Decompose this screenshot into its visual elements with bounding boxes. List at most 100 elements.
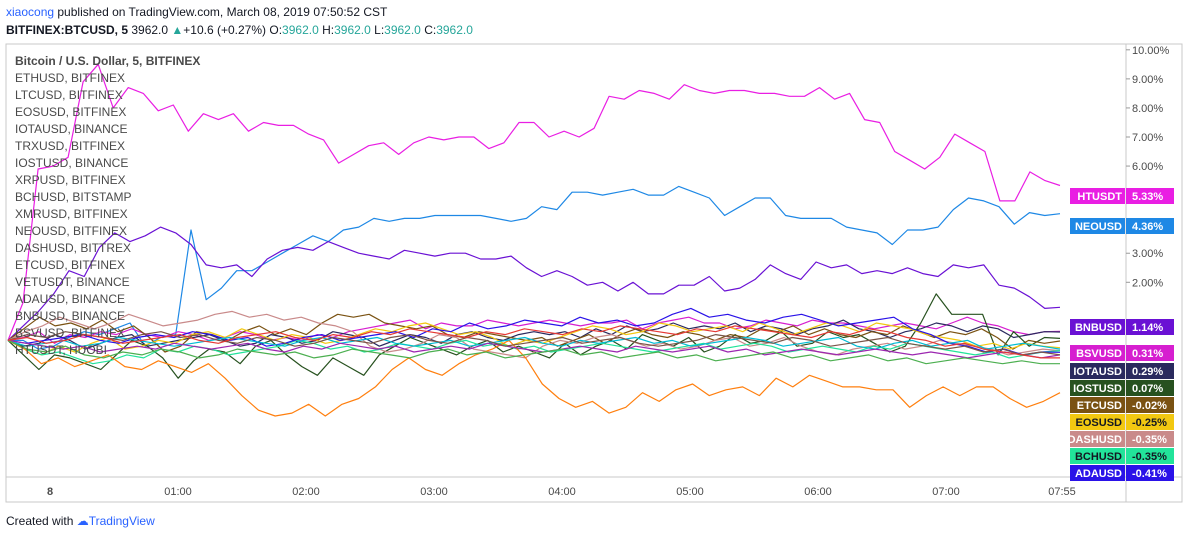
legend-item[interactable]: VETUSDT, BINANCE <box>15 275 130 289</box>
y-tick-label: 2.00% <box>1132 277 1163 289</box>
legend-item[interactable]: IOTAUSD, BINANCE <box>15 122 127 136</box>
up-arrow-icon: ▲ <box>171 23 184 37</box>
price-label-name-bg <box>1070 218 1125 234</box>
x-tick-label: 03:00 <box>420 486 448 498</box>
price-label-name-bg <box>1070 188 1125 204</box>
x-tick-label: 06:00 <box>804 486 832 498</box>
chart-area[interactable]: 10.00%9.00%8.00%7.00%6.00%5.00%4.00%3.00… <box>0 0 1188 515</box>
y-tick-label: 6.00% <box>1132 161 1163 173</box>
open-label: O: <box>269 23 283 37</box>
x-tick-label: 8 <box>47 486 53 498</box>
price-label-name: ADAUSD <box>1075 468 1122 480</box>
tradingview-logo-icon[interactable]: ☁ <box>76 514 89 528</box>
price-label-name-bg <box>1070 363 1125 379</box>
price-label-value-bg <box>1126 448 1174 464</box>
x-tick-label: 05:00 <box>676 486 704 498</box>
y-tick-label: 9.00% <box>1132 74 1163 86</box>
low-label: L: <box>374 23 385 37</box>
price-label-name: NEOUSD <box>1075 221 1122 233</box>
y-axis: 10.00%9.00%8.00%7.00%6.00%5.00%4.00%3.00… <box>1126 45 1170 289</box>
price-label-value: 0.07% <box>1132 383 1163 395</box>
price-label-value: 4.36% <box>1132 221 1163 233</box>
x-tick-label: 01:00 <box>164 486 192 498</box>
high-label: H: <box>322 23 335 37</box>
legend-item[interactable]: BCHUSD, BITSTAMP <box>15 190 131 204</box>
high-value: 3962.0 <box>334 23 371 37</box>
price-label-name: IOSTUSD <box>1073 383 1122 395</box>
price-label-name: HTUSDT <box>1077 191 1122 203</box>
price-change: +10.6 (+0.27%) <box>183 23 267 37</box>
legend-item[interactable]: XRPUSD, BITFINEX <box>15 173 126 187</box>
series-line <box>7 316 1061 344</box>
price-label-name: BSVUSD <box>1076 348 1122 360</box>
legend-item[interactable]: ETHUSD, BITFINEX <box>15 71 125 85</box>
legend-item[interactable]: ADAUSD, BINANCE <box>15 292 125 306</box>
price-label-value: 1.14% <box>1132 322 1163 334</box>
price-label-value: -0.25% <box>1132 417 1167 429</box>
price-label-value: -0.41% <box>1132 468 1167 480</box>
symbol-info-bar: BITFINEX:BTCUSD, 5 3962.0 ▲+10.6 (+0.27%… <box>6 23 473 37</box>
price-label-value: 0.31% <box>1132 348 1163 360</box>
price-label-name: BNBUSD <box>1075 322 1122 334</box>
price-label-value-bg <box>1126 380 1174 396</box>
price-labels: HTUSDT 5.33% NEOUSD 4.36% BNBUSD 1.14% BSVUSD 0… <box>1068 188 1174 481</box>
price-label-name: DASHUSD <box>1068 434 1122 446</box>
publish-info: xiaocong published on TradingView.com, M… <box>6 5 387 19</box>
legend-item[interactable]: BSVUSD, BITFINEX <box>15 326 125 340</box>
price-label-value: -0.35% <box>1132 434 1167 446</box>
price-label-value: -0.02% <box>1132 400 1167 412</box>
chart-svg[interactable]: 10.00%9.00%8.00%7.00%6.00%5.00%4.00%3.00… <box>0 0 1188 510</box>
price-label-name-bg <box>1070 431 1125 447</box>
legend: ETHUSD, BITFINEX LTCUSD, BITFINEX EOSUSD, … <box>15 71 131 357</box>
author-link[interactable]: xiaocong <box>6 5 55 19</box>
price-label-name: ETCUSD <box>1077 400 1122 412</box>
series-line <box>7 307 1061 356</box>
series-layer <box>7 63 1061 417</box>
series-line <box>7 226 1061 341</box>
legend-item[interactable]: EOSUSD, BITFINEX <box>15 105 126 119</box>
tradingview-link[interactable]: TradingView <box>88 514 155 528</box>
legend-item[interactable]: LTCUSD, BITFINEX <box>15 88 123 102</box>
created-with-text: Created with <box>6 514 74 528</box>
legend-item[interactable]: XMRUSD, BITFINEX <box>15 207 128 221</box>
price-label-value-bg <box>1126 414 1174 430</box>
series-line <box>7 63 1061 341</box>
legend-item[interactable]: NEOUSD, BITFINEX <box>15 224 127 238</box>
published-text: published on TradingView.com, March 08, … <box>54 5 388 19</box>
x-axis: 8 01:00 02:00 03:00 04:00 05:00 06:00 07:00 07:5… <box>47 486 1076 498</box>
price-label-name-bg <box>1070 319 1125 335</box>
price-label-value-bg <box>1126 431 1174 447</box>
legend-item[interactable]: ETCUSD, BITFINEX <box>15 258 125 272</box>
y-tick-label: 7.00% <box>1132 132 1163 144</box>
series-line <box>7 339 1061 417</box>
legend-item[interactable]: IOSTUSD, BINANCE <box>15 156 128 170</box>
price-label-value: -0.35% <box>1132 451 1167 463</box>
legend-item[interactable]: BNBUSD, BINANCE <box>15 309 125 323</box>
series-line <box>7 339 1061 359</box>
price-label-name: IOTAUSD <box>1073 366 1122 378</box>
x-tick-label: 04:00 <box>548 486 576 498</box>
legend-item[interactable]: HTUSDT, HUOBI <box>15 343 107 357</box>
chart-title: Bitcoin / U.S. Dollar, 5, BITFINEX <box>15 54 200 68</box>
x-tick-label: 07:55 <box>1048 486 1076 498</box>
series-line <box>7 339 1061 365</box>
series-line <box>7 310 1061 359</box>
low-value: 3962.0 <box>384 23 421 37</box>
price-label-name-bg <box>1070 465 1125 481</box>
price-label-name-bg <box>1070 380 1125 396</box>
last-price: 3962.0 <box>131 23 169 37</box>
price-label-name-bg <box>1070 397 1125 413</box>
price-label-value-bg <box>1126 188 1174 204</box>
price-label-value-bg <box>1126 465 1174 481</box>
series-line <box>7 313 1061 353</box>
chart-border <box>5 43 1183 503</box>
legend-item[interactable]: DASHUSD, BITTREX <box>15 241 131 255</box>
legend-item[interactable]: TRXUSD, BITFINEX <box>15 139 125 153</box>
price-label-value: 0.29% <box>1132 366 1163 378</box>
y-tick-label: 8.00% <box>1132 103 1163 115</box>
price-label-value-bg <box>1126 345 1174 361</box>
price-label-name: BCHUSD <box>1075 451 1122 463</box>
x-tick-label: 07:00 <box>932 486 960 498</box>
series-line <box>7 331 1061 356</box>
price-label-name: EOSUSD <box>1076 417 1123 429</box>
